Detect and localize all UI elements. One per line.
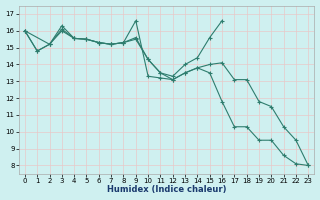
X-axis label: Humidex (Indice chaleur): Humidex (Indice chaleur) bbox=[107, 185, 226, 194]
